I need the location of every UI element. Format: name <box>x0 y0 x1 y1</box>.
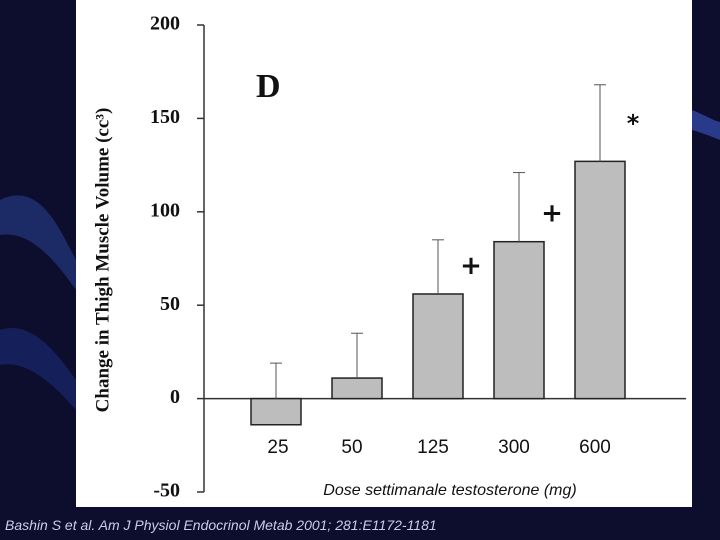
category-label-125: 125 <box>417 437 449 458</box>
bar-50 <box>331 377 383 400</box>
y-tick-label: -50 <box>153 480 180 502</box>
bar-25 <box>250 397 302 426</box>
y-tick-label: 200 <box>150 13 180 35</box>
category-labels: 25 50 125 300 600 <box>267 437 610 458</box>
category-label-25: 25 <box>267 437 288 458</box>
category-label-300: 300 <box>498 437 530 458</box>
bar-chart: 200 150 100 50 0 -50 + + * 25 50 125 300 600 Change… <box>92 13 686 502</box>
y-tick-label: 150 <box>150 106 180 128</box>
bar-600 <box>574 160 626 400</box>
significance-marks: + + * <box>460 109 640 281</box>
right-swoosh <box>692 110 720 140</box>
citation: Bashin S et al. Am J Physiol Endocrinol … <box>5 517 437 533</box>
y-axis-label: Change in Thigh Muscle Volume (cc³) <box>92 108 113 413</box>
panel-letter: D <box>256 68 281 105</box>
y-tick-label: 100 <box>150 199 180 221</box>
left-swoosh-2 <box>0 328 76 410</box>
y-ticks: 200 150 100 50 0 -50 <box>150 13 204 502</box>
left-swoosh <box>0 195 76 290</box>
y-tick-label: 50 <box>160 293 180 315</box>
bar-300 <box>493 240 545 400</box>
x-axis-label: Dose settimanale testosterone (mg) <box>323 482 576 499</box>
figure-panel: 200 150 100 50 0 -50 + + * 25 50 125 300 600 Change… <box>76 0 692 507</box>
category-label-50: 50 <box>341 437 362 458</box>
category-label-600: 600 <box>579 437 611 458</box>
y-tick-label: 0 <box>170 386 180 408</box>
significance-mark-300: + <box>541 199 563 229</box>
error-bars <box>270 84 606 399</box>
bar-125 <box>412 293 464 400</box>
significance-mark-600: * <box>627 109 640 137</box>
significance-mark-125: + <box>460 251 482 281</box>
bars <box>250 160 626 426</box>
